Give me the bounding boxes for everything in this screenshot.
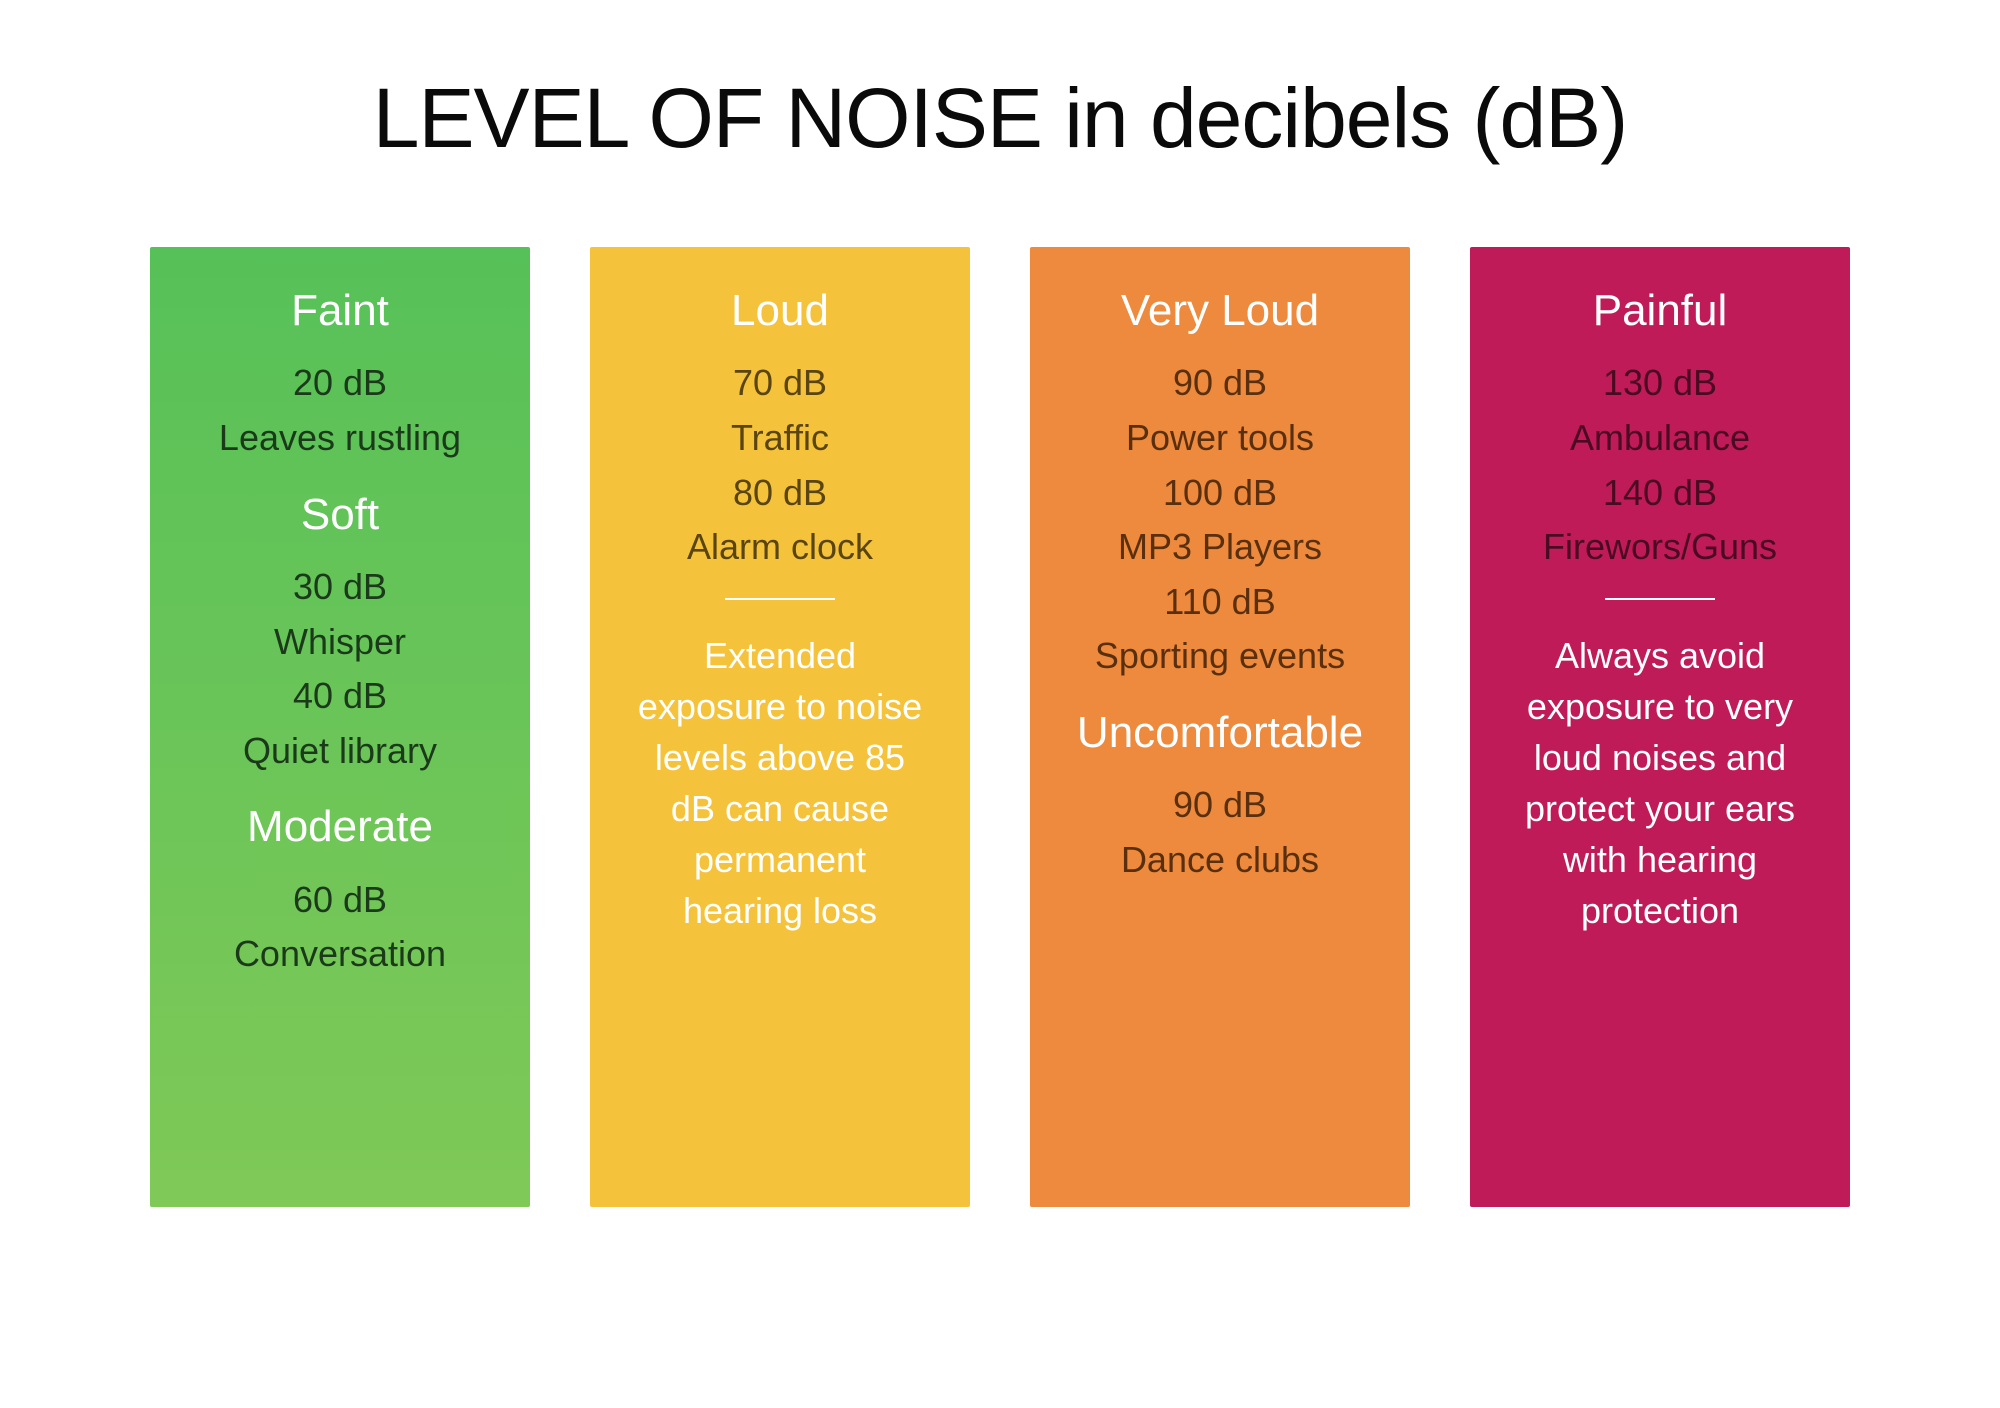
noise-entry: Traffic <box>620 414 940 463</box>
noise-entry: Ambulance <box>1500 414 1820 463</box>
noise-entry: Sporting events <box>1060 632 1380 681</box>
noise-entry: Power tools <box>1060 414 1380 463</box>
category-label: Uncomfortable <box>1060 709 1380 757</box>
noise-entry: MP3 Players <box>1060 523 1380 572</box>
columns-container: Faint 20 dB Leaves rustling Soft 30 dB W… <box>100 247 1900 1207</box>
warning-note: Extended exposure to noise levels above … <box>620 630 940 937</box>
category-label: Moderate <box>180 803 500 851</box>
page-title: LEVEL OF NOISE in decibels (dB) <box>100 70 1900 167</box>
noise-entry: Dance clubs <box>1060 836 1380 885</box>
noise-entry: 140 dB <box>1500 469 1820 518</box>
column-painful: Painful 130 dB Ambulance 140 dB Firewors… <box>1470 247 1850 1207</box>
category-label: Painful <box>1500 287 1820 335</box>
category-label: Soft <box>180 491 500 539</box>
noise-entry: 100 dB <box>1060 469 1380 518</box>
noise-entry: 20 dB <box>180 359 500 408</box>
category-label: Faint <box>180 287 500 335</box>
category-label: Very Loud <box>1060 287 1380 335</box>
section-divider <box>1605 598 1715 600</box>
noise-entry: 130 dB <box>1500 359 1820 408</box>
section-divider <box>725 598 835 600</box>
column-very-loud: Very Loud 90 dB Power tools 100 dB MP3 P… <box>1030 247 1410 1207</box>
column-faint-soft-moderate: Faint 20 dB Leaves rustling Soft 30 dB W… <box>150 247 530 1207</box>
noise-entry: Whisper <box>180 618 500 667</box>
column-loud: Loud 70 dB Traffic 80 dB Alarm clock Ext… <box>590 247 970 1207</box>
noise-entry: 30 dB <box>180 563 500 612</box>
noise-entry: Alarm clock <box>620 523 940 572</box>
noise-entry: Quiet library <box>180 727 500 776</box>
noise-entry: 110 dB <box>1060 578 1380 627</box>
noise-entry: 70 dB <box>620 359 940 408</box>
noise-entry: Leaves rustling <box>180 414 500 463</box>
noise-entry: 90 dB <box>1060 359 1380 408</box>
warning-note: Always avoid exposure to very loud noise… <box>1500 630 1820 937</box>
noise-entry: 60 dB <box>180 876 500 925</box>
noise-entry: 80 dB <box>620 469 940 518</box>
noise-entry: 40 dB <box>180 672 500 721</box>
noise-entry: 90 dB <box>1060 781 1380 830</box>
noise-entry: Conversation <box>180 930 500 979</box>
noise-entry: Firewors/Guns <box>1500 523 1820 572</box>
category-label: Loud <box>620 287 940 335</box>
